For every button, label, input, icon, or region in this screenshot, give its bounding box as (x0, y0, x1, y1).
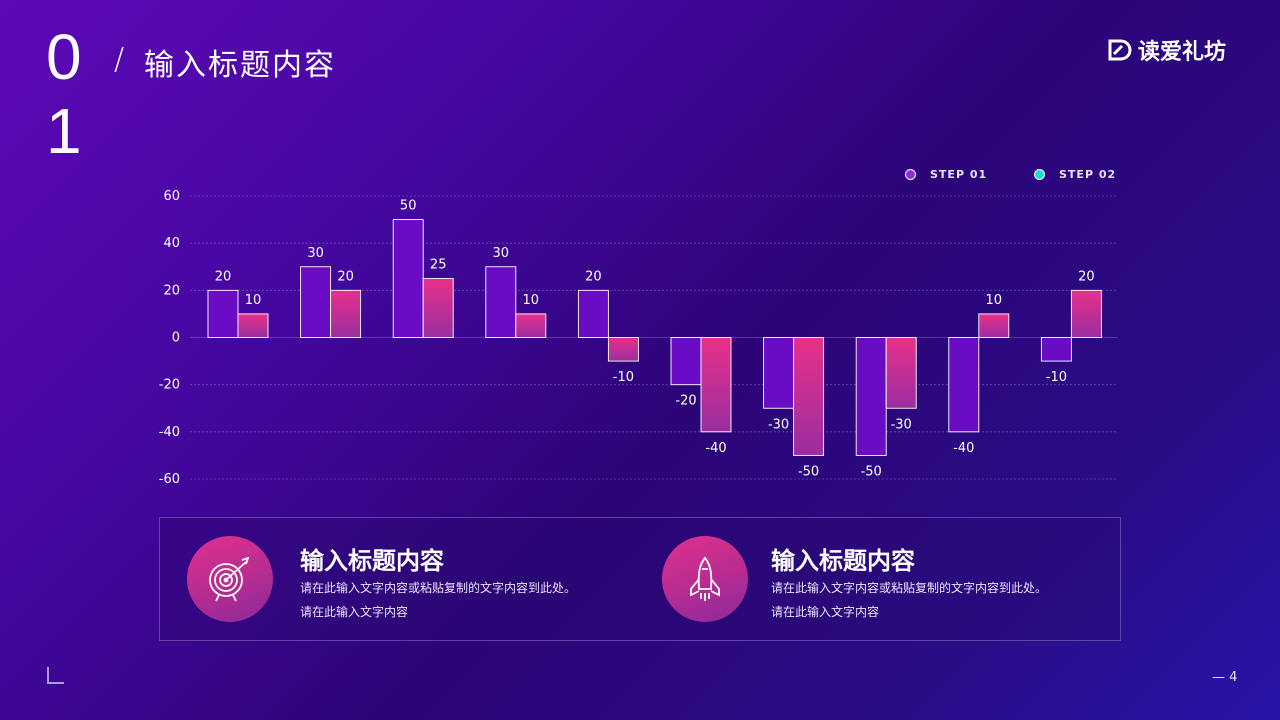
data-label: -30 (891, 417, 912, 432)
card-text-2-line2: 请在此输入文字内容 (771, 605, 880, 619)
y-tick-label: 0 (172, 331, 180, 346)
data-label: 20 (1078, 269, 1095, 284)
bar-step01 (207, 289, 239, 338)
data-label: 30 (307, 246, 324, 261)
data-label: -50 (861, 464, 882, 479)
bar-step02 (515, 313, 547, 338)
bar-step01 (392, 219, 424, 338)
bar-step02 (978, 313, 1010, 338)
corner-mark (47, 667, 64, 684)
y-tick-label: -20 (159, 378, 180, 393)
bar-step01 (577, 289, 609, 338)
bar-step02 (422, 278, 454, 338)
legend-dot-step01 (905, 169, 916, 180)
data-label: 10 (986, 293, 1003, 308)
data-label: 50 (400, 199, 417, 214)
bar-chart: 60 40 20 0 -20 -40 -60 20 10 30 20 50 25 30 10 20 -10 -20… (159, 189, 1118, 487)
y-tick-label: 40 (163, 236, 180, 251)
data-label: -40 (705, 441, 726, 456)
legend-item-step01: STEP 01 (905, 168, 987, 181)
info-box (159, 517, 1121, 641)
card-title-1: 输入标题内容 (300, 547, 444, 575)
legend-item-step02: STEP 02 (1034, 168, 1116, 181)
logo: 读爱礼坊 (1108, 34, 1226, 66)
legend-label-step01: STEP 01 (930, 168, 988, 181)
logo-icon (1108, 39, 1132, 61)
rocket-icon-circle (662, 536, 748, 622)
bar-step02 (607, 337, 639, 362)
y-tick-label: 20 (163, 283, 180, 298)
y-tick-label: 60 (163, 189, 180, 204)
section-number: 01 (46, 21, 82, 167)
page-title: 输入标题内容 (144, 48, 336, 83)
legend-label-step02: STEP 02 (1059, 168, 1117, 181)
data-label: -50 (798, 464, 819, 479)
data-label: -10 (613, 370, 634, 385)
bar-step02 (700, 337, 732, 433)
bar-step01 (670, 337, 702, 386)
legend-dot-step02 (1034, 169, 1045, 180)
data-label: 10 (523, 293, 540, 308)
data-label: 10 (245, 293, 262, 308)
data-label: 25 (430, 258, 447, 273)
data-label: -20 (675, 394, 696, 409)
bar-step01 (300, 266, 332, 338)
title-slash: / (114, 42, 125, 77)
target-icon-circle (187, 536, 273, 622)
logo-text: 读爱礼坊 (1138, 40, 1227, 65)
card-text-2-line1: 请在此输入文字内容或粘贴复制的文字内容到此处。 (771, 581, 1048, 595)
data-label: 20 (337, 269, 354, 284)
bar-step02 (1070, 289, 1102, 338)
bar-step02 (237, 313, 269, 338)
data-label: 30 (493, 246, 510, 261)
data-label: -10 (1046, 370, 1067, 385)
y-tick-label: -60 (159, 472, 180, 487)
card-text-1-line1: 请在此输入文字内容或粘贴复制的文字内容到此处。 (300, 581, 577, 595)
page-number: — 4 (1212, 670, 1238, 685)
data-label: 20 (215, 269, 232, 284)
bar-step01 (1040, 337, 1072, 362)
bar-step02 (793, 337, 825, 456)
card-title-2: 输入标题内容 (771, 547, 915, 575)
data-label: -30 (768, 417, 789, 432)
bar-step01 (485, 266, 517, 338)
card-text-1-line2: 请在此输入文字内容 (300, 605, 409, 619)
bar-step01 (948, 337, 980, 433)
data-label: -40 (953, 441, 974, 456)
bar-step01 (855, 337, 887, 456)
rocket-icon (690, 556, 720, 601)
bar-step01 (763, 337, 795, 409)
data-label: 20 (585, 269, 602, 284)
y-tick-label: -40 (159, 425, 180, 440)
bar-step02 (885, 337, 917, 409)
bar-step02 (330, 289, 362, 338)
target-icon (209, 556, 250, 602)
